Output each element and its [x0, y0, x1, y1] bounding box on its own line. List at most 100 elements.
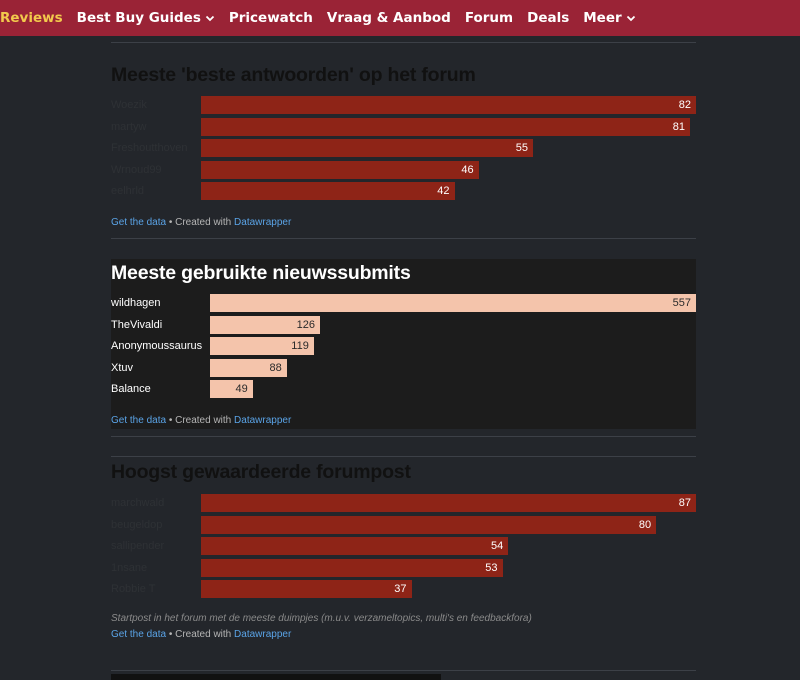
bar: 87 [201, 494, 696, 512]
bar-row: 1nsane 53 [111, 558, 696, 577]
bar-row: sallipender 54 [111, 537, 696, 555]
footer-text: • Created with [166, 415, 235, 426]
divider [111, 436, 696, 437]
bar-value-label: 55 [515, 142, 528, 154]
bar-value-label: 54 [490, 540, 504, 552]
bar-value-label: 80 [638, 518, 652, 531]
nav-item-pricewatch[interactable]: Pricewatch [229, 10, 313, 26]
bar-category-label: Robbie T [111, 583, 156, 595]
nav-item-best-buy-guides[interactable]: Best Buy Guides [77, 10, 215, 26]
bar-category-label: Anonymoussaurus [111, 340, 203, 352]
nav-item-meer[interactable]: Meer [583, 10, 635, 26]
bar-category-label: Woezik [111, 99, 147, 111]
nav-item-vraag-aanbod[interactable]: Vraag & Aanbod [327, 10, 451, 26]
bar-value-label: 557 [672, 297, 691, 309]
bar-row: Wrnoud99 46 [111, 160, 696, 179]
bar: 80 [201, 515, 657, 534]
bar-row: beugeldop 80 [111, 515, 696, 534]
chart-title: Meeste gebruikte nieuwssubmits [111, 262, 411, 284]
nav-item-forum[interactable]: Forum [465, 10, 513, 26]
bar-value-label: 126 [296, 318, 315, 331]
bar: 55 [201, 139, 533, 157]
get-data-link[interactable]: Get the data [111, 415, 167, 426]
footer-text: • Created with [166, 217, 235, 228]
bar-row: TheVivaldi 126 [111, 315, 696, 334]
nav-item-reviews[interactable]: Reviews [0, 10, 63, 26]
bar-row: Anonymoussaurus 119 [111, 337, 696, 355]
chevron-down-icon [626, 15, 635, 22]
chart-top-forumpost: Hoogst gewaardeerde forumpost marchwald 8… [111, 458, 696, 648]
bar: 81 [201, 117, 690, 136]
get-data-link[interactable]: Get the data [111, 629, 167, 640]
bar-category-label: eelhrld [111, 185, 145, 197]
chart-footer: Get the data • Created with Datawrapper [111, 415, 291, 426]
divider [111, 238, 696, 239]
nav-label: Reviews [0, 10, 63, 26]
bar-category-label: TheVivaldi [111, 318, 163, 331]
bar-category-label: 1nsane [111, 561, 148, 574]
bar-value-label: 49 [235, 383, 248, 395]
datawrapper-link[interactable]: Datawrapper [234, 415, 292, 426]
bar-row: Freshoutthoven 55 [111, 139, 696, 157]
nav-label: Deals [527, 10, 570, 26]
bar: 42 [201, 182, 455, 200]
nav-item-deals[interactable]: Deals [527, 10, 569, 26]
chevron-down-icon [205, 15, 215, 22]
bar-category-label: Freshoutthoven [111, 142, 188, 154]
bar-row: wildhagen 557 [111, 294, 696, 312]
bar: 557 [210, 294, 696, 312]
bar-category-label: Xtuv [111, 361, 134, 374]
bar-value-label: 46 [461, 163, 474, 176]
bar-row: Woezik 82 [111, 96, 696, 114]
bar-category-label: Wrnoud99 [111, 163, 162, 176]
datawrapper-link[interactable]: Datawrapper [234, 217, 292, 228]
bar-category-label: martyw [111, 120, 147, 133]
bar-category-label: sallipender [111, 540, 165, 552]
bar-row: Balance 49 [111, 380, 696, 398]
bar-category-label: beugeldop [111, 518, 163, 531]
bar: 88 [210, 358, 287, 377]
chart-footer: Get the data • Created with Datawrapper [111, 629, 291, 640]
bar-value-label: 42 [437, 185, 450, 197]
chart-title: Meeste 'beste antwoorden' op het forum [111, 64, 476, 86]
nav-label: Pricewatch [228, 10, 313, 26]
bar: 53 [201, 558, 503, 577]
nav-label: Meer [583, 10, 622, 26]
bar-row: Xtuv 88 [111, 358, 696, 377]
get-data-link[interactable]: Get the data [111, 217, 167, 228]
bar-row: Robbie T 37 [111, 580, 696, 598]
footer-text: • Created with [166, 629, 235, 640]
chart-news-submits: Meeste gebruikte nieuwssubmits wildhagen… [111, 259, 696, 429]
bar-row: martyw 81 [111, 117, 696, 136]
bar-value-label: 37 [394, 583, 407, 595]
bar-row: eelhrld 42 [111, 182, 696, 200]
bar: 37 [201, 580, 412, 598]
bar: 126 [210, 315, 320, 334]
bar-value-label: 87 [678, 497, 691, 509]
bar-category-label: marchwald [111, 497, 165, 509]
bar-value-label: 53 [485, 561, 498, 574]
bar: 119 [210, 337, 314, 355]
chart-footer: Get the data • Created with Datawrapper [111, 217, 291, 228]
divider [111, 456, 696, 457]
bar: 82 [201, 96, 696, 114]
divider [111, 670, 696, 671]
bar-category-label: Balance [111, 383, 151, 395]
datawrapper-link[interactable]: Datawrapper [234, 629, 292, 640]
nav-label: Forum [464, 10, 514, 26]
chart-note: Startpost in het forum met de meeste dui… [111, 613, 532, 624]
bar-value-label: 88 [269, 361, 282, 374]
chart-best-answers: Meeste 'beste antwoorden' op het forum W… [111, 60, 696, 232]
bar-value-label: 119 [291, 340, 309, 352]
nav-label: Best Buy Guides [76, 10, 201, 26]
next-chart-title-fragment [111, 674, 441, 680]
bar-category-label: wildhagen [111, 297, 161, 309]
bar: 49 [210, 380, 253, 398]
bar-value-label: 82 [678, 99, 691, 111]
bar: 54 [201, 537, 509, 555]
top-navigation: Reviews Best Buy Guides Pricewatch Vraag… [0, 0, 800, 36]
bar-row: marchwald 87 [111, 494, 696, 512]
bar-value-label: 81 [672, 120, 685, 133]
divider [111, 42, 696, 43]
chart-title: Hoogst gewaardeerde forumpost [111, 461, 411, 483]
